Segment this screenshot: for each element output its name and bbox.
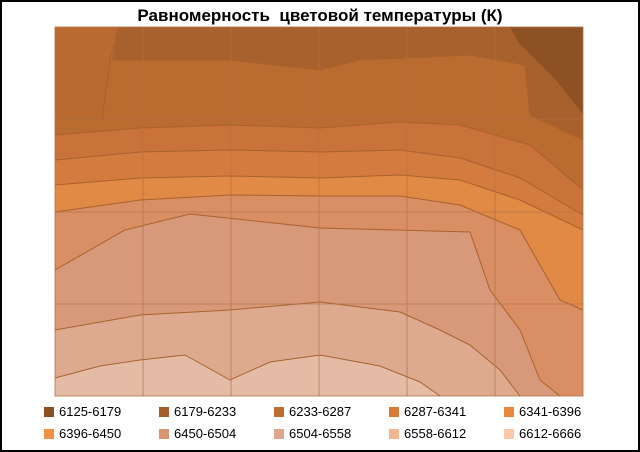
legend-label: 6287-6341 (404, 404, 467, 419)
legend: 6125-6179 6179-6233 6233-6287 6287-6341 6341… (44, 404, 634, 441)
grid-lines (55, 27, 583, 396)
legend-swatch (389, 428, 399, 439)
legend-label: 6233-6287 (289, 404, 352, 419)
legend-swatch (44, 428, 54, 439)
legend-label: 6450-6504 (174, 426, 237, 441)
legend-label: 6125-6179 (59, 404, 122, 419)
legend-label: 6612-6666 (519, 426, 582, 441)
legend-label: 6179-6233 (174, 404, 237, 419)
legend-swatch (274, 406, 284, 417)
legend-label: 6341-6396 (519, 404, 582, 419)
legend-item: 6612-6666 (504, 426, 619, 441)
legend-swatch (159, 428, 169, 439)
legend-swatch (389, 406, 399, 417)
legend-swatch (159, 406, 169, 417)
legend-item: 6233-6287 (274, 404, 389, 419)
legend-item: 6396-6450 (44, 426, 159, 441)
legend-swatch (274, 428, 284, 439)
legend-item: 6450-6504 (159, 426, 274, 441)
band-6612-6666 (55, 355, 440, 396)
chart-title: Равномерность цветовой температуры (К) (137, 6, 503, 25)
legend-item: 6179-6233 (159, 404, 274, 419)
legend-label: 6504-6558 (289, 426, 352, 441)
plot-border (54, 26, 584, 397)
legend-swatch (504, 406, 514, 417)
legend-label: 6558-6612 (404, 426, 467, 441)
contour-lines (54, 26, 584, 397)
legend-item: 6341-6396 (504, 404, 619, 419)
legend-item: 6125-6179 (44, 404, 159, 419)
legend-item: 6504-6558 (274, 426, 389, 441)
legend-label: 6396-6450 (59, 426, 122, 441)
band-6233-6287-left (55, 27, 118, 120)
legend-swatch (44, 406, 54, 417)
legend-item: 6558-6612 (389, 426, 504, 441)
legend-swatch (504, 428, 514, 439)
legend-item: 6287-6341 (389, 404, 504, 419)
